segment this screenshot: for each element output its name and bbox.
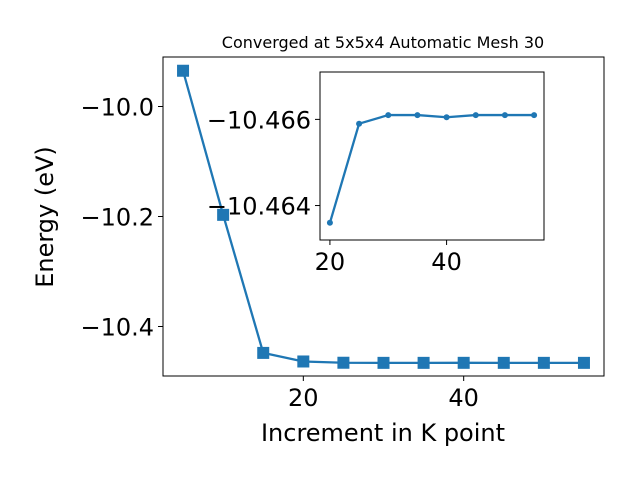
inset-data-point [356,120,363,127]
inset-plot-frame [319,71,545,241]
inset-data-point [326,219,333,226]
main-data-point [457,356,470,369]
main-y-tick-label: −10.2 [80,204,154,232]
main-data-point [217,208,230,221]
main-data-point [497,356,510,369]
inset-data-point [443,114,450,121]
main-ticks: 20 40 −10.0 −10.2 −10.4 [80,94,479,413]
inset-series-line [328,113,535,224]
main-data-point [297,355,310,368]
inset-x-tick-label: 40 [431,248,462,276]
main-x-tick-label: 20 [288,384,319,412]
main-data-point [337,356,350,369]
main-data-point [577,356,590,369]
main-data-point [177,64,190,77]
main-series [177,64,590,369]
main-y-tick-label: −10.4 [80,314,154,342]
inset-y-tick-label: −10.466 [207,106,311,134]
main-y-tick-label: −10.0 [80,94,154,122]
main-data-point [377,356,390,369]
main-data-point [417,356,430,369]
main-data-point [537,356,550,369]
inset-data-point [385,112,392,119]
main-data-point [257,346,270,359]
chart-title: Converged at 5x5x4 Automatic Mesh 30 [222,33,544,52]
main-x-tick-label: 40 [448,384,479,412]
inset-series [326,112,538,226]
x-axis-title: Increment in K point [261,419,505,447]
inset-data-point [501,112,508,119]
inset-data-point [531,112,538,119]
inset-ticks: 20 40 −10.466 −10.464 [207,106,462,276]
inset-y-tick-label: −10.464 [207,193,311,221]
y-axis-title: Energy (eV) [31,146,59,288]
inset-data-point [414,112,421,119]
inset-data-point [472,112,479,119]
inset-x-tick-label: 20 [315,248,346,276]
